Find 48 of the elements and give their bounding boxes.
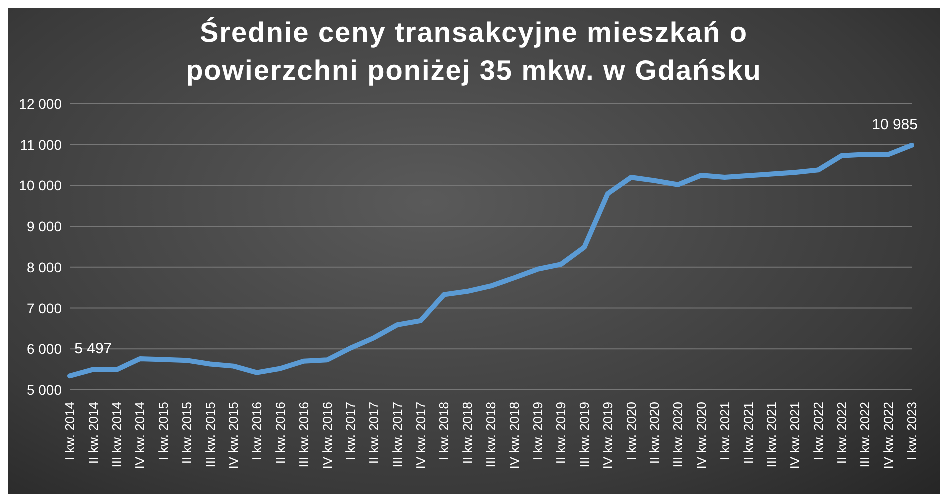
x-tick-label: II kw. 2022 [834, 402, 850, 464]
x-tick-label: I kw. 2019 [530, 402, 546, 461]
x-tick-label: IV kw. 2022 [881, 402, 896, 470]
x-tick-label: IV kw. 2016 [320, 402, 335, 470]
x-tick-label: III kw. 2022 [858, 402, 873, 468]
y-tick-label: 9 000 [26, 218, 62, 235]
x-tick-label: II kw. 2015 [179, 402, 194, 464]
x-tick-label: I kw. 2016 [250, 402, 265, 461]
x-tick-label: II kw. 2018 [460, 402, 476, 464]
x-tick-label: III kw. 2018 [484, 402, 498, 468]
x-tick-label: II kw. 2020 [647, 402, 662, 464]
y-tick-label: 7 000 [26, 300, 62, 316]
x-tick-label: I kw. 2020 [624, 402, 639, 461]
x-tick-label: III kw. 2020 [670, 402, 686, 468]
y-tick-label: 8 000 [26, 259, 62, 276]
x-tick-label: I kw. 2014 [62, 402, 78, 461]
data-label: 10 985 [872, 116, 918, 134]
x-tick-label: II kw. 2016 [273, 402, 288, 464]
y-tick-label: 5 000 [26, 382, 62, 398]
x-tick-label: IV kw. 2019 [600, 402, 616, 470]
x-tick-label: II kw. 2014 [86, 402, 101, 464]
x-tick-label: IV kw. 2015 [226, 402, 242, 470]
x-tick-label: I kw. 2022 [810, 402, 826, 461]
data-label: 5 497 [74, 340, 112, 358]
x-tick-label: I kw. 2023 [904, 402, 920, 461]
x-tick-label: IV kw. 2018 [506, 402, 522, 470]
x-tick-label: IV kw. 2017 [413, 402, 428, 470]
x-tick-label: I kw. 2015 [156, 402, 172, 461]
x-tick-label: III kw. 2017 [390, 402, 405, 468]
x-tick-label: III kw. 2021 [764, 402, 780, 468]
y-tick-label: 11 000 [20, 136, 62, 153]
y-tick-label: 12 000 [19, 96, 62, 112]
x-tick-label: III kw. 2016 [296, 402, 312, 468]
x-tick-label: I kw. 2017 [343, 402, 358, 461]
x-tick-label: III kw. 2019 [577, 402, 592, 468]
x-tick-label: II kw. 2021 [740, 402, 756, 464]
x-tick-label: III kw. 2014 [109, 402, 124, 468]
y-tick-label: 10 000 [19, 178, 62, 194]
x-tick-label: IV kw. 2014 [132, 402, 148, 470]
x-tick-label: IV kw. 2021 [788, 402, 803, 470]
chart-title: Średnie ceny transakcyjne mieszkań o powierzchni poniżej 35 mkw. w Gdańsku [185, 16, 763, 88]
x-tick-label: II kw. 2019 [554, 402, 569, 464]
x-tick-label: III kw. 2015 [202, 402, 218, 468]
y-tick-label: 6 000 [26, 341, 62, 358]
x-tick-label: I kw. 2021 [717, 402, 732, 461]
x-tick-label: II kw. 2017 [366, 402, 382, 464]
x-tick-label: I kw. 2018 [436, 402, 452, 461]
x-tick-label: IV kw. 2020 [694, 402, 709, 470]
